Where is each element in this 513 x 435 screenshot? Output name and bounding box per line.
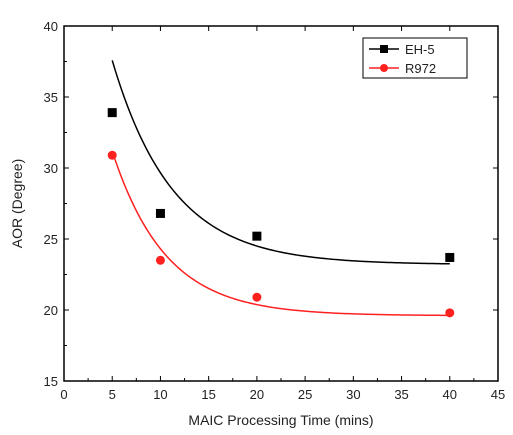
x-tick-label-40: 40 (443, 387, 457, 402)
point-series-0-1 (155, 208, 165, 218)
x-tick-label-25: 25 (298, 387, 312, 402)
legend: EH-5 R972 (362, 37, 468, 79)
point-series-0-2 (252, 231, 262, 241)
x-tick-label-15: 15 (201, 387, 215, 402)
legend-label-eh5: EH-5 (405, 42, 435, 57)
x-axis-title: MAIC Processing Time (mins) (188, 412, 373, 428)
legend-marker-eh5 (380, 45, 388, 53)
y-tick-label-20: 20 (44, 303, 58, 318)
y-tick-label-40: 40 (44, 19, 58, 34)
legend-entry-r972: R972 (369, 61, 436, 76)
x-tick-label-35: 35 (394, 387, 408, 402)
y-tick-label-15: 15 (44, 374, 58, 389)
legend-entry-eh5: EH-5 (369, 42, 435, 57)
plot-frame (63, 25, 499, 382)
x-tick-label-10: 10 (153, 387, 167, 402)
fit-curves (111, 60, 450, 317)
legend-label-r972: R972 (405, 61, 436, 76)
point-series-1-3 (445, 308, 455, 318)
axis-ticks (63, 25, 499, 382)
y-tick-label-35: 35 (44, 90, 58, 105)
y-tick-label-30: 30 (44, 161, 58, 176)
tick-labels: 0 5 10 15 20 25 30 35 40 45 15 20 25 30 35 40 (44, 19, 506, 402)
x-tick-label-45: 45 (491, 387, 505, 402)
point-series-0-3 (445, 252, 455, 262)
point-series-0-0 (107, 108, 117, 118)
legend-box (362, 37, 468, 79)
legend-marker-r972 (380, 64, 388, 72)
y-tick-label-25: 25 (44, 232, 58, 247)
y-axis-title: AOR (Degree) (9, 159, 25, 248)
data-markers (107, 108, 455, 318)
point-series-1-0 (107, 150, 117, 160)
x-tick-label-5: 5 (109, 387, 116, 402)
point-series-1-1 (155, 255, 165, 265)
fit-curve-series-1 (111, 150, 450, 317)
fit-curve-series-0 (111, 60, 450, 265)
x-tick-label-0: 0 (60, 387, 67, 402)
point-series-1-2 (252, 292, 262, 302)
x-tick-label-20: 20 (250, 387, 264, 402)
x-tick-label-30: 30 (346, 387, 360, 402)
